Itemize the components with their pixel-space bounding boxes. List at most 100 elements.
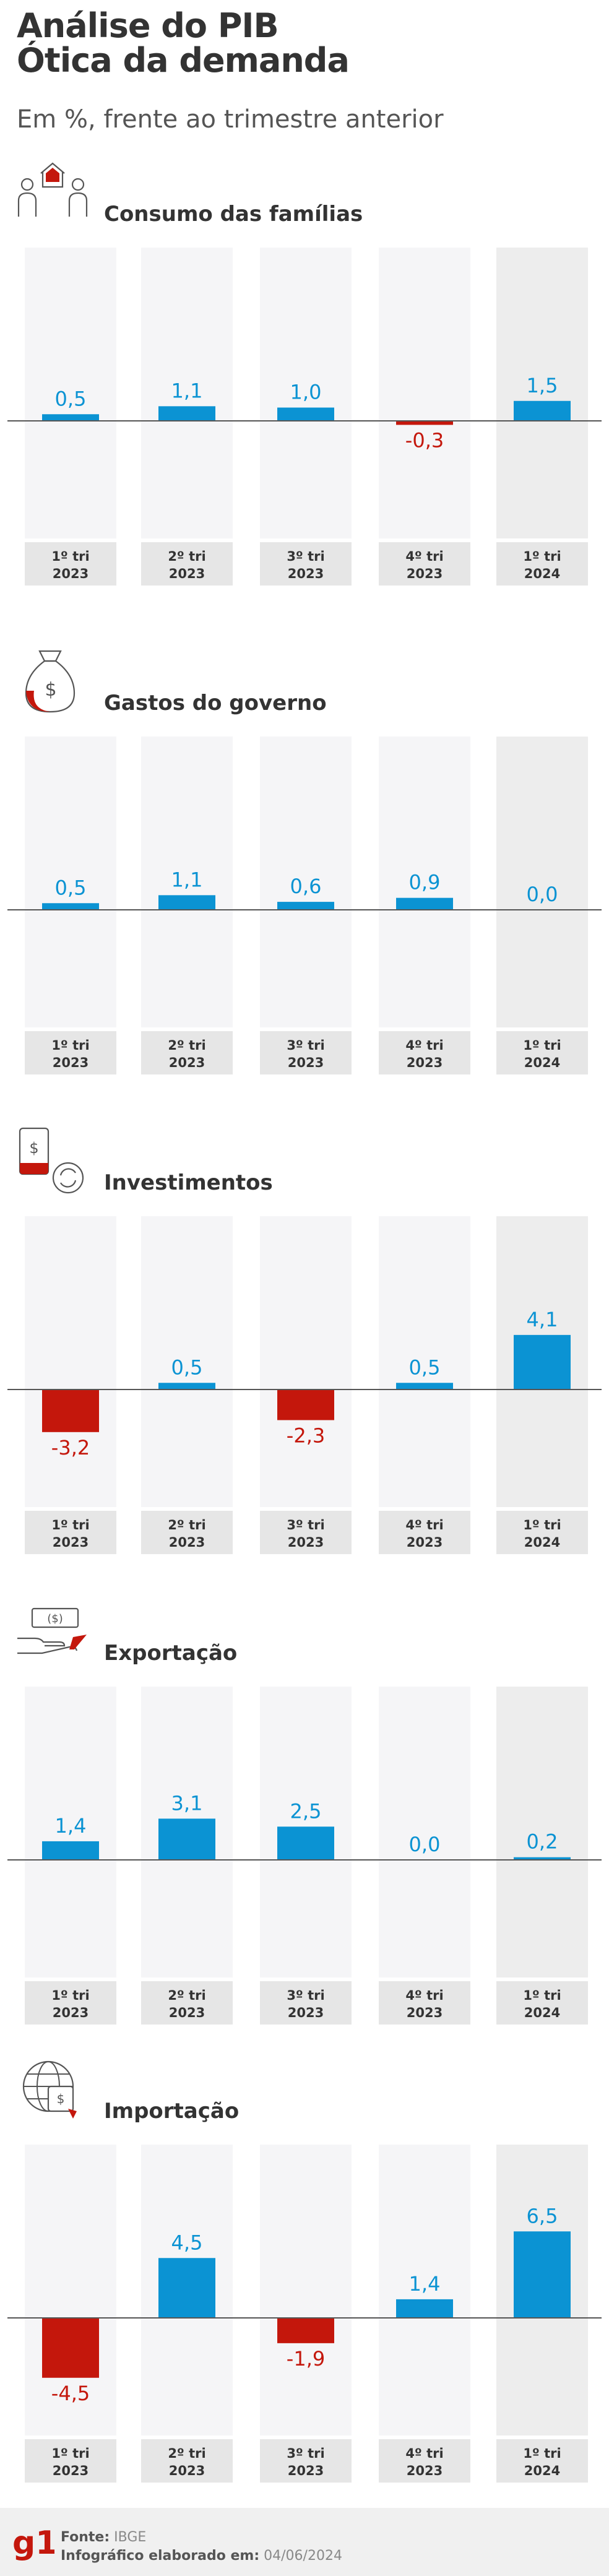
bar — [277, 1826, 334, 1860]
category-label: 1º tri — [523, 2446, 561, 2461]
bar — [514, 2231, 571, 2318]
value-label: 1,1 — [171, 868, 203, 891]
category-label-year: 2023 — [169, 566, 205, 581]
column-background — [25, 1216, 116, 1507]
category-label-box — [141, 542, 233, 586]
category-label-box — [25, 1031, 116, 1074]
category-label-year: 2023 — [288, 1055, 324, 1070]
bar-chart: 1º tri 2023 2º tri 2023 3º tri 2023 4º tri 2023… — [7, 248, 602, 586]
category-label-year: 2023 — [53, 2463, 89, 2478]
category-label: 1º tri — [523, 1518, 561, 1532]
category-label: 2º tri — [168, 1988, 205, 2003]
svg-text:$: $ — [45, 679, 56, 701]
category-label-year: 2023 — [288, 2005, 324, 2020]
bar — [158, 1818, 215, 1860]
source-label: Fonte: — [61, 2530, 110, 2545]
category-label: 4º tri — [405, 1038, 443, 1053]
value-label: 3,1 — [171, 1791, 203, 1815]
value-label: -1,9 — [287, 2347, 325, 2371]
category-label-year: 2024 — [524, 1535, 560, 1550]
column-background — [260, 737, 352, 1027]
source-value: IBGE — [114, 2530, 147, 2545]
bar — [396, 421, 453, 425]
column-background — [379, 2145, 470, 2436]
source-line: Fonte: IBGE — [61, 2529, 146, 2546]
column-background — [379, 1687, 470, 1977]
category-label: 4º tri — [405, 1518, 443, 1532]
credit-value: 04/06/2024 — [264, 2548, 342, 2564]
bar — [514, 1334, 571, 1390]
column-background — [260, 1216, 352, 1507]
footer: g1 Fonte: IBGE Infográfico elaborado em:… — [0, 2508, 609, 2576]
category-label-box — [379, 1511, 470, 1554]
category-label-year: 2023 — [53, 566, 89, 581]
column-background — [25, 737, 116, 1027]
category-label: 3º tri — [287, 1038, 324, 1053]
title-line-2: Ótica da demanda — [17, 41, 350, 80]
credit-label: Infográfico elaborado em: — [61, 2548, 260, 2564]
value-label: 1,0 — [290, 381, 322, 404]
category-label-year: 2023 — [169, 2005, 205, 2020]
category-label: 1º tri — [523, 1988, 561, 2003]
category-label-box — [379, 2439, 470, 2483]
column-background — [496, 248, 588, 538]
svg-text:$: $ — [29, 1139, 38, 1157]
value-label: 0,5 — [55, 387, 87, 410]
bar — [277, 407, 334, 421]
value-label: 1,4 — [55, 1814, 87, 1838]
bar — [42, 2318, 99, 2378]
category-label-box — [379, 1031, 470, 1074]
category-label-year: 2023 — [407, 1535, 443, 1550]
column-background — [260, 248, 352, 538]
value-label: 4,1 — [527, 1308, 558, 1331]
page-subtitle: Em %, frente ao trimestre anterior — [17, 105, 444, 134]
category-label: 2º tri — [168, 549, 205, 564]
section-exportacao: ($) Exportação 1º tri 2023 2º tri 2023 3º tr… — [0, 1594, 609, 2039]
category-label-year: 2024 — [524, 2463, 560, 2478]
section-governo: $ Gastos do governo 1º tri 2023 2º tri 2023… — [0, 644, 609, 1089]
category-label-year: 2023 — [288, 2463, 324, 2478]
value-label: 4,5 — [171, 2231, 203, 2254]
category-label: 4º tri — [405, 549, 443, 564]
svg-text:($): ($) — [47, 1612, 63, 1625]
category-label: 3º tri — [287, 1988, 324, 2003]
category-label: 1º tri — [51, 2446, 89, 2461]
column-background — [25, 2145, 116, 2436]
category-label-year: 2023 — [288, 566, 324, 581]
category-label-box — [141, 1981, 233, 2025]
value-label: 1,5 — [527, 374, 558, 397]
import-globe-icon: $ — [22, 2060, 77, 2119]
bar — [42, 1841, 99, 1860]
bar-chart: 1º tri 2023 2º tri 2023 3º tri 2023 4º tri 2023… — [7, 1687, 602, 2025]
value-label: 1,1 — [171, 379, 203, 402]
bar — [158, 1383, 215, 1390]
category-label-year: 2024 — [524, 1055, 560, 1070]
section-consumo: Consumo das famílias 1º tri 2023 2º tri 202… — [0, 155, 609, 600]
value-label: 2,5 — [290, 1799, 322, 1823]
category-label: 1º tri — [51, 1518, 89, 1532]
bar — [158, 2258, 215, 2318]
bar-chart: 1º tri 2023 2º tri 2023 3º tri 2023 4º tri 2023… — [7, 737, 602, 1074]
title-line-1: Análise do PIB — [17, 6, 279, 45]
category-label-year: 2023 — [169, 2463, 205, 2478]
category-label-box — [496, 1981, 588, 2025]
value-label: 0,5 — [55, 876, 87, 899]
category-label-year: 2023 — [407, 2005, 443, 2020]
column-background — [496, 1687, 588, 1977]
category-label-box — [260, 2439, 352, 2483]
credit-line: Infográfico elaborado em: 04/06/2024 — [61, 2548, 342, 2565]
value-label: 0,0 — [527, 883, 558, 906]
category-label: 1º tri — [51, 1038, 89, 1053]
column-background — [141, 248, 233, 538]
category-label-year: 2023 — [169, 1055, 205, 1070]
category-label: 1º tri — [51, 549, 89, 564]
family-home-icon — [17, 162, 88, 217]
category-label-year: 2023 — [53, 1055, 89, 1070]
value-label: 1,4 — [409, 2272, 441, 2296]
bar — [158, 406, 215, 421]
category-label: 4º tri — [405, 1988, 443, 2003]
column-background — [141, 737, 233, 1027]
category-label: 1º tri — [523, 1038, 561, 1053]
bar — [277, 2318, 334, 2343]
value-label: -4,5 — [51, 2382, 90, 2405]
